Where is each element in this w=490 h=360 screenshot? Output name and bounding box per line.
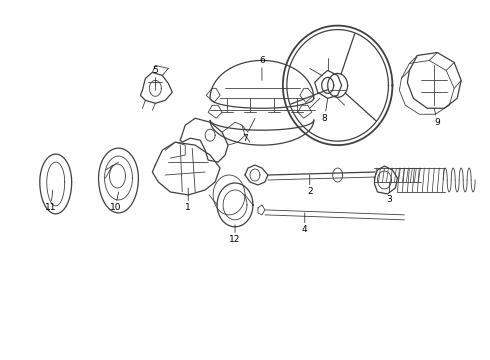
Text: 4: 4	[302, 213, 308, 234]
Text: 5: 5	[152, 66, 158, 90]
Text: 3: 3	[387, 182, 392, 204]
Text: 2: 2	[307, 175, 313, 197]
Text: 8: 8	[322, 98, 328, 123]
Text: 6: 6	[259, 56, 265, 80]
Text: 9: 9	[434, 108, 440, 127]
Text: 11: 11	[45, 190, 56, 212]
Text: 1: 1	[185, 188, 191, 212]
Text: 7: 7	[242, 118, 255, 143]
Text: 12: 12	[229, 225, 241, 244]
Text: 10: 10	[110, 192, 121, 212]
